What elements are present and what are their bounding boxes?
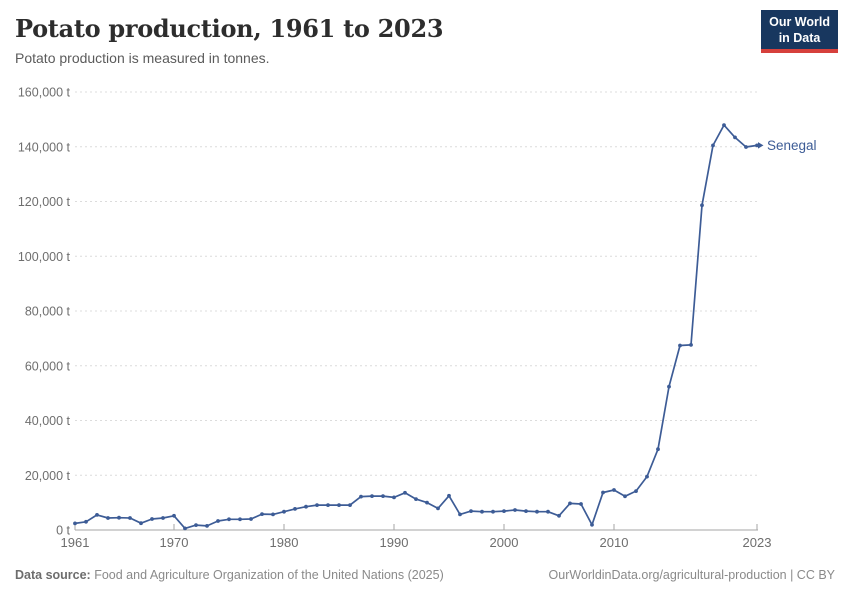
data-point-marker [95,513,99,517]
data-point-marker [744,145,748,149]
data-point-marker [172,513,176,518]
x-tick-label: 1961 [61,535,90,550]
data-point-marker [667,384,671,389]
data-point-marker [414,497,418,501]
data-point-marker [700,203,704,208]
y-tick-label: 120,000 t [18,195,71,209]
data-point-marker [513,508,517,512]
data-point-marker [216,519,220,523]
data-point-marker [117,515,121,520]
data-point-marker [84,519,88,524]
y-tick-label: 0 t [56,524,70,538]
data-point-marker [469,509,473,513]
chart-subtitle: Potato production is measured in tonnes. [15,50,270,66]
data-source-label: Data source: [15,568,91,582]
data-point-marker [458,512,462,517]
data-source-note: Data source: Food and Agriculture Organi… [15,568,444,582]
data-point-marker [370,494,374,498]
data-point-marker [271,512,275,517]
data-point-marker [315,503,319,507]
data-point-marker [568,501,572,506]
data-point-marker [436,506,440,511]
data-point-marker [645,474,649,479]
entity-label-senegal[interactable]: Senegal [767,138,817,153]
data-point-marker [249,517,253,521]
data-point-marker [656,447,660,452]
data-point-marker [480,509,484,514]
data-point-marker [106,516,110,520]
data-point-marker [150,517,154,521]
data-point-marker [227,517,231,522]
data-point-marker [73,521,77,526]
x-tick-label: 1980 [270,535,299,550]
data-point-marker [293,507,297,511]
y-tick-label: 100,000 t [18,250,71,264]
x-tick-label: 2023 [743,535,772,550]
data-point-marker [678,343,682,348]
y-tick-label: 60,000 t [25,359,71,373]
chart-footer: Data source: Food and Agriculture Organi… [15,568,835,582]
logo-line2: in Data [778,30,821,45]
data-point-marker [403,490,407,495]
data-point-marker [205,524,209,528]
data-point-marker [634,489,638,493]
chart-title: Potato production, 1961 to 2023 [15,14,444,43]
data-point-marker [128,516,132,520]
x-tick-label: 2000 [490,535,519,550]
data-point-marker [590,522,594,527]
data-point-marker [282,509,286,514]
data-point-marker [546,509,550,514]
data-point-marker [711,143,715,148]
data-point-marker [491,509,495,514]
y-tick-label: 160,000 t [18,86,71,100]
data-point-marker [502,509,506,513]
y-tick-label: 20,000 t [25,469,71,483]
data-point-marker [722,123,726,127]
y-tick-label: 80,000 t [25,305,71,319]
data-point-marker [304,504,308,509]
logo-line1: Our World [769,15,830,29]
data-point-marker [381,494,385,498]
y-tick-label: 40,000 t [25,414,71,428]
data-point-marker [524,509,528,513]
data-point-marker [348,503,352,507]
owid-logo[interactable]: Our World in Data [761,10,838,54]
data-point-marker [161,516,165,520]
data-source-text: Food and Agriculture Organization of the… [94,568,444,582]
line-end-arrow-icon [758,142,764,149]
series-line-senegal[interactable] [74,124,758,530]
data-point-marker [238,517,242,522]
data-point-marker [623,494,627,499]
license-note: OurWorldinData.org/agricultural-producti… [548,568,835,582]
data-point-marker [337,503,341,507]
data-point-marker [612,488,616,492]
data-point-marker [447,493,451,498]
data-point-marker [733,135,737,140]
data-point-marker [425,500,429,505]
data-point-marker [359,494,363,499]
data-point-marker [326,503,330,507]
x-tick-label: 2010 [600,535,629,550]
data-point-marker [557,513,561,518]
data-point-marker [139,521,143,526]
data-point-marker [392,495,396,500]
x-tick-label: 1970 [160,535,189,550]
data-point-marker [755,143,759,148]
x-tick-label: 1990 [380,535,409,550]
data-point-marker [601,490,605,495]
data-point-marker [579,502,583,506]
data-point-marker [194,523,198,527]
y-tick-label: 140,000 t [18,140,71,154]
data-point-marker [535,509,539,514]
data-point-marker [689,343,693,347]
data-point-marker [260,512,264,516]
data-point-marker [183,526,187,531]
